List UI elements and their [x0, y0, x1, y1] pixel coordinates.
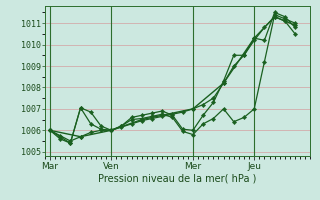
X-axis label: Pression niveau de la mer( hPa ): Pression niveau de la mer( hPa ): [99, 173, 257, 183]
